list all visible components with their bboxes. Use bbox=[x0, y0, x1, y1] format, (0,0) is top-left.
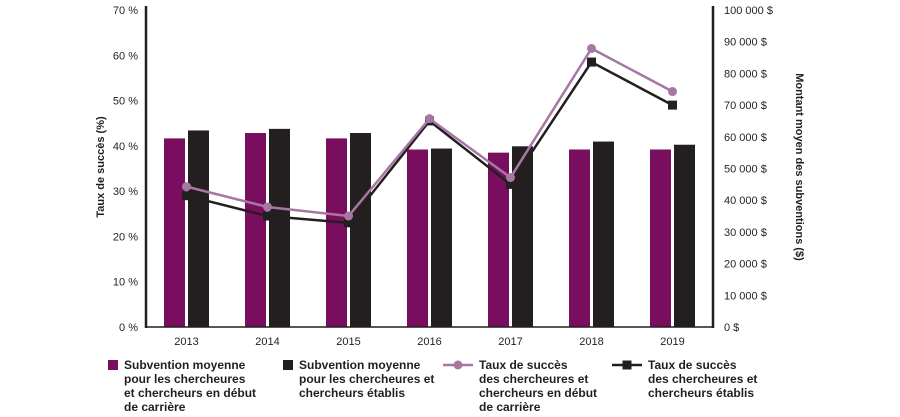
bar-established-2017 bbox=[512, 146, 533, 327]
bar-established-2013 bbox=[188, 130, 209, 327]
right-tick-label: 50 000 $ bbox=[724, 164, 767, 176]
point-established-rate-2014 bbox=[263, 211, 272, 221]
bar-early-career-2016 bbox=[407, 149, 428, 327]
x-tick-label: 2016 bbox=[417, 336, 441, 348]
legend-swatch-black bbox=[283, 360, 293, 370]
legend-item-early-career-rate: Taux de succès des chercheures et cherch… bbox=[443, 358, 597, 414]
left-tick-label: 60 % bbox=[113, 50, 138, 62]
left-axis-title: Taux de succès (%) bbox=[95, 116, 107, 218]
point-established-rate-2015 bbox=[344, 218, 353, 228]
point-established-rate-2013 bbox=[182, 191, 191, 201]
legend-label: Subvention moyenne pour les chercheures … bbox=[299, 358, 435, 400]
bar-established-2019 bbox=[674, 144, 695, 327]
point-early-career-rate-2013 bbox=[182, 182, 191, 192]
x-tick-label: 2013 bbox=[174, 336, 198, 348]
legend-label: Taux de succès des chercheures et cherch… bbox=[648, 358, 758, 400]
left-tick-labels: 0 % 10 % 20 % 30 % 40 % 50 % 60 % 70 % bbox=[113, 5, 138, 334]
right-tick-label: 90 000 $ bbox=[724, 37, 767, 49]
left-tick-label: 40 % bbox=[113, 141, 138, 153]
legend: Subvention moyenne pour les chercheures … bbox=[0, 358, 900, 417]
legend-item-established-rate: Taux de succès des chercheures et cherch… bbox=[612, 358, 757, 400]
legend-item-early-career-grant: Subvention moyenne pour les chercheures … bbox=[108, 358, 256, 414]
legend-line-square-icon bbox=[612, 360, 642, 370]
point-established-rate-2017 bbox=[506, 179, 515, 189]
right-tick-label: 30 000 $ bbox=[724, 227, 767, 239]
bar-early-career-2015 bbox=[326, 138, 347, 327]
legend-label: Taux de succès des chercheures et cherch… bbox=[479, 358, 598, 414]
right-tick-labels: 0 $ 10 000 $ 20 000 $ 30 000 $ 40 000 $ 50 00… bbox=[724, 5, 773, 334]
point-established-rate-2018 bbox=[587, 57, 596, 67]
bar-early-career-2014 bbox=[245, 132, 266, 327]
legend-swatch-purple bbox=[108, 360, 118, 370]
bar-early-career-2018 bbox=[569, 149, 590, 327]
right-tick-label: 100 000 $ bbox=[724, 5, 773, 17]
bar-established-2018 bbox=[593, 141, 614, 327]
bar-established-2016 bbox=[431, 148, 452, 327]
right-axis-title: Montant moyen des subventions ($) bbox=[793, 73, 805, 261]
bar-established-2014 bbox=[269, 128, 290, 327]
right-tick-label: 40 000 $ bbox=[724, 195, 767, 207]
x-tick-label: 2018 bbox=[579, 336, 603, 348]
point-early-career-rate-2017 bbox=[506, 173, 515, 183]
left-tick-label: 30 % bbox=[113, 186, 138, 198]
point-established-rate-2019 bbox=[668, 100, 677, 110]
bar-early-career-2013 bbox=[164, 138, 185, 327]
left-tick-label: 0 % bbox=[119, 322, 138, 334]
x-tick-label: 2019 bbox=[660, 336, 684, 348]
right-tick-label: 80 000 $ bbox=[724, 68, 767, 80]
right-tick-label: 10 000 $ bbox=[724, 290, 767, 302]
x-tick-label: 2017 bbox=[498, 336, 522, 348]
bar-early-career-2019 bbox=[650, 149, 671, 327]
legend-line-circle-icon bbox=[443, 360, 473, 370]
legend-item-established-grant: Subvention moyenne pour les chercheures … bbox=[283, 358, 434, 400]
left-tick-label: 20 % bbox=[113, 231, 138, 243]
left-tick-label: 10 % bbox=[113, 277, 138, 289]
right-tick-label: 70 000 $ bbox=[724, 100, 767, 112]
right-tick-label: 0 $ bbox=[724, 322, 739, 334]
lines-layer bbox=[182, 43, 677, 228]
bar-early-career-2017 bbox=[488, 152, 509, 327]
left-tick-label: 70 % bbox=[113, 5, 138, 17]
legend-label: Subvention moyenne pour les chercheures … bbox=[124, 358, 257, 414]
x-tick-label: 2015 bbox=[336, 336, 360, 348]
right-tick-label: 20 000 $ bbox=[724, 259, 767, 271]
point-early-career-rate-2018 bbox=[587, 43, 596, 53]
x-tick-label: 2014 bbox=[255, 336, 279, 348]
point-early-career-rate-2014 bbox=[263, 202, 272, 212]
right-tick-label: 60 000 $ bbox=[724, 132, 767, 144]
bar-established-2015 bbox=[350, 132, 371, 327]
axes-layer bbox=[144, 6, 715, 328]
combo-chart: 0 % 10 % 20 % 30 % 40 % 50 % 60 % 70 % 0 $ 10 00… bbox=[95, 5, 805, 348]
left-tick-label: 50 % bbox=[113, 96, 138, 108]
point-early-career-rate-2015 bbox=[344, 211, 353, 221]
x-tick-labels: 2013 2014 2015 2016 2017 2018 2019 bbox=[174, 336, 684, 348]
point-early-career-rate-2019 bbox=[668, 87, 677, 97]
point-early-career-rate-2016 bbox=[425, 114, 434, 124]
bars-layer bbox=[164, 128, 695, 327]
